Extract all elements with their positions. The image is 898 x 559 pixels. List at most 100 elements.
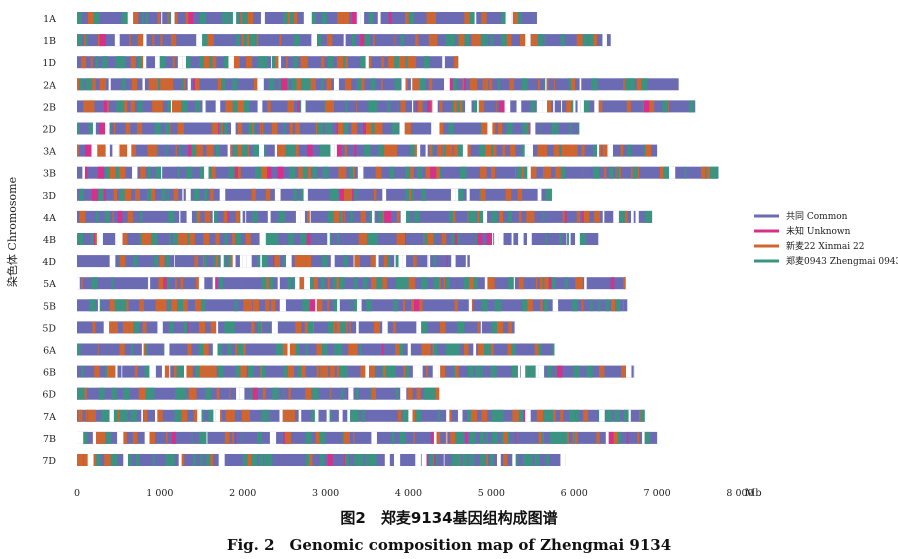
bar-segment (478, 365, 481, 378)
bar-segment (272, 255, 275, 268)
bar-segment (269, 409, 271, 422)
bar-segment (407, 277, 409, 290)
chromosome-label-2D: 2D (42, 125, 56, 136)
bar-segment (521, 78, 528, 91)
bar-segment (660, 166, 664, 179)
bar-segment (87, 409, 89, 422)
bar-segment (474, 12, 477, 24)
bar-segment (360, 12, 365, 24)
bar-segment (405, 233, 406, 245)
bar-segment (252, 387, 258, 400)
chromosome-label-3D: 3D (42, 191, 56, 202)
bar-segment (128, 321, 134, 334)
bar-segment (572, 431, 574, 444)
bar-segment (602, 210, 605, 223)
bar-segment (598, 299, 601, 312)
bar-segment (229, 12, 233, 24)
bar-segment (362, 122, 367, 135)
bar-segment (394, 56, 400, 69)
bar-segment (87, 12, 90, 24)
bar-segment (615, 166, 617, 179)
bar-segment (341, 343, 343, 356)
bar-segment (140, 100, 143, 113)
bar-segment (309, 299, 316, 312)
bar-segment (77, 34, 82, 47)
bar-segment (374, 122, 376, 135)
bar-segment (125, 144, 128, 157)
bar-segment (199, 166, 203, 179)
bar-segment (126, 299, 129, 312)
bar-segment (112, 144, 119, 157)
bar-segment (171, 100, 176, 113)
bar-segment (583, 210, 590, 223)
bar-segment (465, 431, 468, 444)
bar-segment (700, 166, 706, 179)
bar-segment (158, 78, 161, 91)
bar-segment (407, 343, 411, 356)
bar-segment (373, 454, 377, 466)
bar-segment (343, 454, 345, 466)
bar-segment (443, 277, 446, 290)
bar-segment (598, 409, 600, 422)
bar-segment (239, 255, 243, 268)
bar-segment (279, 409, 283, 422)
bar-segment (458, 188, 464, 201)
bar-segment (155, 166, 162, 179)
bar-segment (456, 321, 462, 334)
bar-segment (290, 409, 296, 422)
x-tick-label: 8 000 (726, 488, 753, 499)
bar-segment (149, 233, 151, 245)
bar-segment (338, 122, 344, 135)
bar-segment (283, 122, 286, 135)
bar-segment (274, 144, 278, 157)
bar-segment (345, 56, 348, 69)
bar-segment (375, 122, 381, 135)
bar-segment (627, 78, 629, 91)
bar-segment (106, 431, 109, 444)
bar-segment (610, 166, 614, 179)
bar-segment (244, 144, 248, 157)
legend-swatch (754, 244, 779, 248)
bar-segment (322, 365, 329, 378)
bar-segment (640, 409, 645, 422)
bar-segment (96, 431, 103, 444)
bar-segment (432, 100, 438, 113)
bar-segment (137, 122, 143, 135)
bar-segment (559, 431, 563, 444)
bar-segment (152, 34, 155, 47)
bar-segment (269, 431, 274, 444)
bar-segment (485, 431, 488, 444)
bar-segment (360, 233, 367, 245)
bar-segment (237, 122, 243, 135)
bar-segment (218, 122, 220, 135)
bar-segment (327, 321, 334, 334)
bar-segment (97, 144, 100, 157)
bar-segment (77, 78, 80, 91)
bar-segment (626, 431, 629, 444)
bar-segment (184, 78, 185, 91)
bar-segment (432, 144, 434, 157)
bar-segment (483, 210, 488, 223)
bar-segment (523, 166, 528, 179)
bar-segment (369, 210, 372, 223)
bar-segment (354, 255, 361, 268)
bar-segment (274, 255, 280, 268)
bar-segment (416, 387, 420, 400)
bar-segment (518, 409, 524, 422)
bar-segment (300, 56, 302, 69)
bar-segment (317, 122, 323, 135)
bar-segment (139, 210, 143, 223)
bar-segment (433, 233, 435, 245)
bar-segment (420, 78, 426, 91)
bar-segment (307, 144, 312, 157)
bar-segment (117, 431, 124, 444)
bar-segment (193, 188, 200, 201)
bar-segment (195, 210, 197, 223)
bar-segment (402, 255, 407, 268)
bar-segment (445, 144, 448, 157)
bar-segment (306, 233, 311, 245)
bar-segment (366, 122, 372, 135)
legend-item: 未知 Unknown (754, 225, 851, 237)
bar-segment (204, 210, 208, 223)
bar-segment (115, 56, 119, 69)
